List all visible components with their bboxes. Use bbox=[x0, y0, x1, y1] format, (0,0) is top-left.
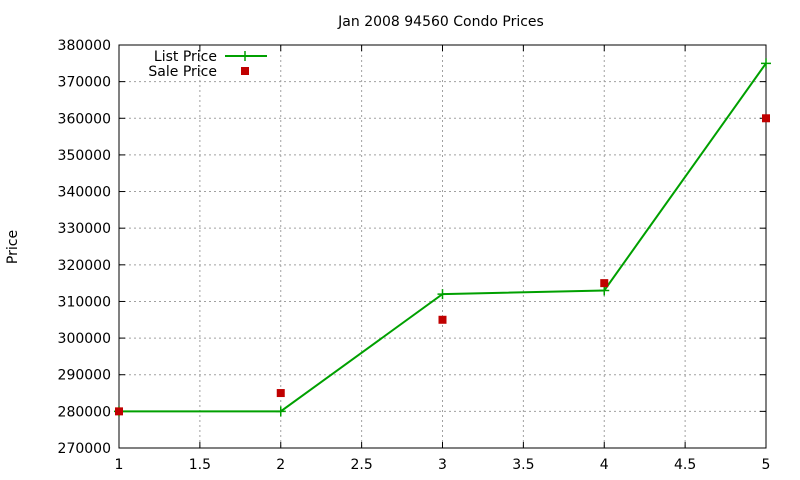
y-tick-label: 370000 bbox=[58, 75, 111, 91]
chart-title: Jan 2008 94560 Condo Prices bbox=[337, 14, 544, 30]
sale-price-point bbox=[762, 114, 770, 123]
y-tick-label: 320000 bbox=[58, 258, 111, 274]
legend-square-marker bbox=[241, 67, 249, 75]
list-price-point bbox=[437, 289, 448, 300]
x-tick-label: 3 bbox=[438, 457, 447, 473]
y-tick-label: 350000 bbox=[58, 148, 111, 164]
legend-plus-marker bbox=[240, 51, 250, 61]
sale-price-point bbox=[438, 315, 447, 324]
legend-label: Sale Price bbox=[148, 64, 217, 80]
x-tick-label: 2.5 bbox=[350, 457, 372, 473]
y-tick-label: 300000 bbox=[58, 331, 111, 347]
grid-lines bbox=[119, 45, 766, 448]
x-tick-label: 1.5 bbox=[189, 457, 211, 473]
sale-price-point bbox=[115, 407, 123, 416]
list-price-point bbox=[275, 406, 286, 417]
series-layer bbox=[114, 58, 771, 417]
y-tick-label: 270000 bbox=[58, 441, 111, 457]
x-tick-label: 2 bbox=[276, 457, 285, 473]
sale-price-point bbox=[600, 279, 609, 288]
x-tick-label: 4.5 bbox=[674, 457, 696, 473]
y-tick-label: 290000 bbox=[58, 368, 111, 384]
y-tick-label: 360000 bbox=[58, 111, 111, 127]
x-tick-labels: 1 1.5 2 2.5 3 3.5 4 4.5 5 bbox=[115, 457, 771, 473]
legend-label: List Price bbox=[154, 49, 217, 65]
y-tick-label: 380000 bbox=[58, 38, 111, 54]
y-tick-label: 310000 bbox=[58, 294, 111, 310]
y-tick-label: 330000 bbox=[58, 221, 111, 237]
x-tick-label: 4 bbox=[600, 457, 609, 473]
y-tick-label: 280000 bbox=[58, 404, 111, 420]
axis-ticks bbox=[118, 44, 767, 449]
y-axis-label: Price bbox=[5, 230, 21, 264]
x-tick-label: 1 bbox=[115, 457, 124, 473]
x-tick-label: 5 bbox=[762, 457, 771, 473]
x-tick-label: 3.5 bbox=[512, 457, 534, 473]
y-tick-label: 340000 bbox=[58, 185, 111, 201]
list-price-point bbox=[761, 58, 771, 69]
sale-price-point bbox=[276, 389, 285, 398]
y-tick-labels: 270000 280000 290000 300000 310000 320000 3300… bbox=[58, 38, 111, 457]
